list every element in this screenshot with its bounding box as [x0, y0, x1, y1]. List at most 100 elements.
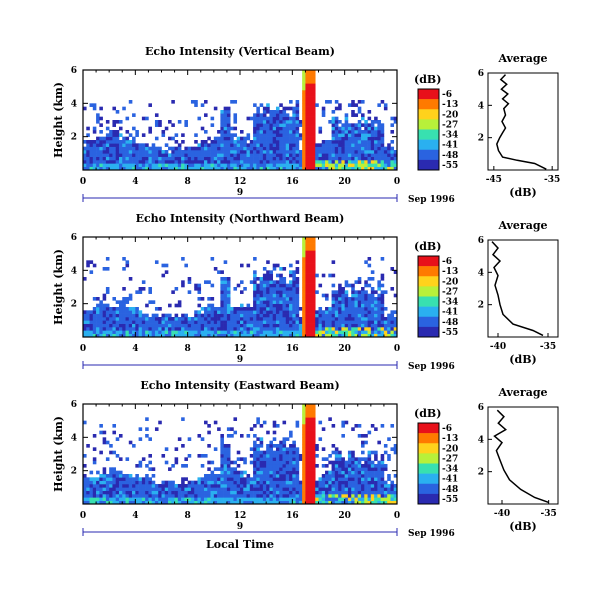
heatmap-cell: [357, 130, 362, 134]
heatmap-cell: [351, 490, 355, 495]
heatmap-cell: [308, 156, 313, 161]
heatmap-cell: [99, 313, 103, 318]
heatmap-cell: [105, 497, 110, 501]
heatmap-cell: [308, 80, 313, 84]
heatmap-cell: [256, 310, 260, 314]
heatmap-cell: [154, 323, 159, 328]
heatmap-cell: [292, 106, 296, 111]
heatmap-cell: [249, 310, 254, 314]
heatmap-cell: [210, 146, 215, 151]
heatmap-cell: [230, 307, 234, 311]
heatmap-cell: [390, 153, 395, 157]
heatmap-cell: [141, 500, 146, 505]
heatmap-cell: [213, 267, 218, 271]
heatmap-cell: [233, 113, 238, 117]
heatmap-cell: [361, 303, 365, 308]
heatmap-cell: [266, 464, 270, 468]
heatmap-cell: [154, 120, 159, 124]
heatmap-cell: [311, 237, 316, 241]
heatmap-cell: [308, 160, 313, 164]
heatmap-cell: [354, 494, 359, 498]
heatmap-cell: [112, 130, 117, 134]
heatmap-cell: [112, 333, 117, 338]
heatmap-cell: [338, 136, 342, 141]
heatmap-cell: [141, 156, 146, 161]
heatmap-cell: [213, 320, 218, 324]
heatmap-cell: [311, 257, 316, 261]
heatmap-cell: [272, 454, 277, 458]
heatmap-cell: [125, 317, 130, 321]
heatmap-cell: [364, 323, 368, 328]
heatmap-cell: [141, 146, 146, 151]
heatmap-cell: [302, 420, 306, 425]
heatmap-cell: [305, 166, 309, 171]
heatmap-cell: [217, 494, 221, 498]
heatmap-cell: [168, 146, 172, 151]
heatmap-cell: [259, 277, 264, 281]
heatmap-cell: [256, 487, 260, 491]
heatmap-cell: [230, 320, 234, 324]
heatmap-cell: [204, 160, 208, 164]
heatmap-cell: [92, 150, 97, 154]
heatmap-cell: [357, 140, 362, 144]
heatmap-cell: [344, 494, 349, 498]
heatmap-cell: [311, 283, 316, 288]
heatmap-cell: [223, 447, 228, 451]
heatmap-cell: [112, 297, 117, 301]
heatmap-cell: [279, 113, 283, 117]
heatmap-cell: [315, 333, 319, 338]
heatmap-cell: [377, 120, 381, 124]
heatmap-cell: [92, 494, 97, 498]
heatmap-cell: [207, 333, 211, 338]
heatmap-cell: [275, 123, 280, 127]
heatmap-cell: [118, 327, 123, 331]
heatmap-cell: [321, 293, 326, 298]
colorbar-swatch: [418, 463, 439, 474]
heatmap-cell: [105, 480, 110, 485]
heatmap-cell: [151, 153, 156, 157]
heatmap-cell: [377, 317, 381, 321]
heatmap-cell: [105, 160, 110, 164]
heatmap-cell: [249, 160, 254, 164]
heatmap-cell: [282, 487, 287, 491]
heatmap-cell: [223, 460, 228, 465]
heatmap-cell: [86, 153, 90, 157]
heatmap-cell: [354, 126, 359, 131]
heatmap-cell: [380, 494, 385, 498]
heatmap-cell: [334, 166, 339, 171]
heatmap-cell: [118, 470, 123, 475]
average-x-tick-label: -40: [494, 509, 510, 519]
heatmap-cell: [370, 480, 375, 485]
heatmap-cell: [207, 160, 211, 164]
heatmap-cell: [262, 330, 267, 334]
heatmap-cell: [305, 237, 309, 241]
heatmap-cell: [315, 490, 319, 495]
heatmap-cell: [354, 303, 359, 308]
heatmap-cell: [204, 100, 208, 104]
heatmap-cell: [253, 434, 257, 438]
heatmap-cell: [279, 320, 283, 324]
heatmap-cell: [89, 260, 94, 264]
heatmap-cell: [311, 300, 316, 304]
heatmap-cell: [86, 494, 90, 498]
heatmap-cell: [122, 313, 126, 318]
heatmap-cell: [361, 293, 365, 298]
heatmap-cell: [380, 163, 385, 167]
heatmap-cell: [311, 247, 316, 251]
heatmap-cell: [138, 460, 143, 465]
heatmap-cell: [197, 487, 202, 491]
heatmap-cell: [289, 457, 293, 461]
heatmap-cell: [83, 480, 87, 485]
heatmap-cell: [344, 310, 349, 314]
heatmap-cell: [220, 303, 224, 308]
heatmap-cell: [383, 330, 388, 334]
heatmap-cell: [83, 317, 87, 321]
heatmap-cell: [174, 140, 179, 144]
heatmap-cell: [269, 123, 274, 127]
heatmap-cell: [295, 310, 300, 314]
heatmap-cell: [380, 297, 385, 301]
heatmap-cell: [141, 313, 146, 318]
heatmap-cell: [393, 497, 398, 501]
heatmap-cell: [341, 500, 345, 505]
